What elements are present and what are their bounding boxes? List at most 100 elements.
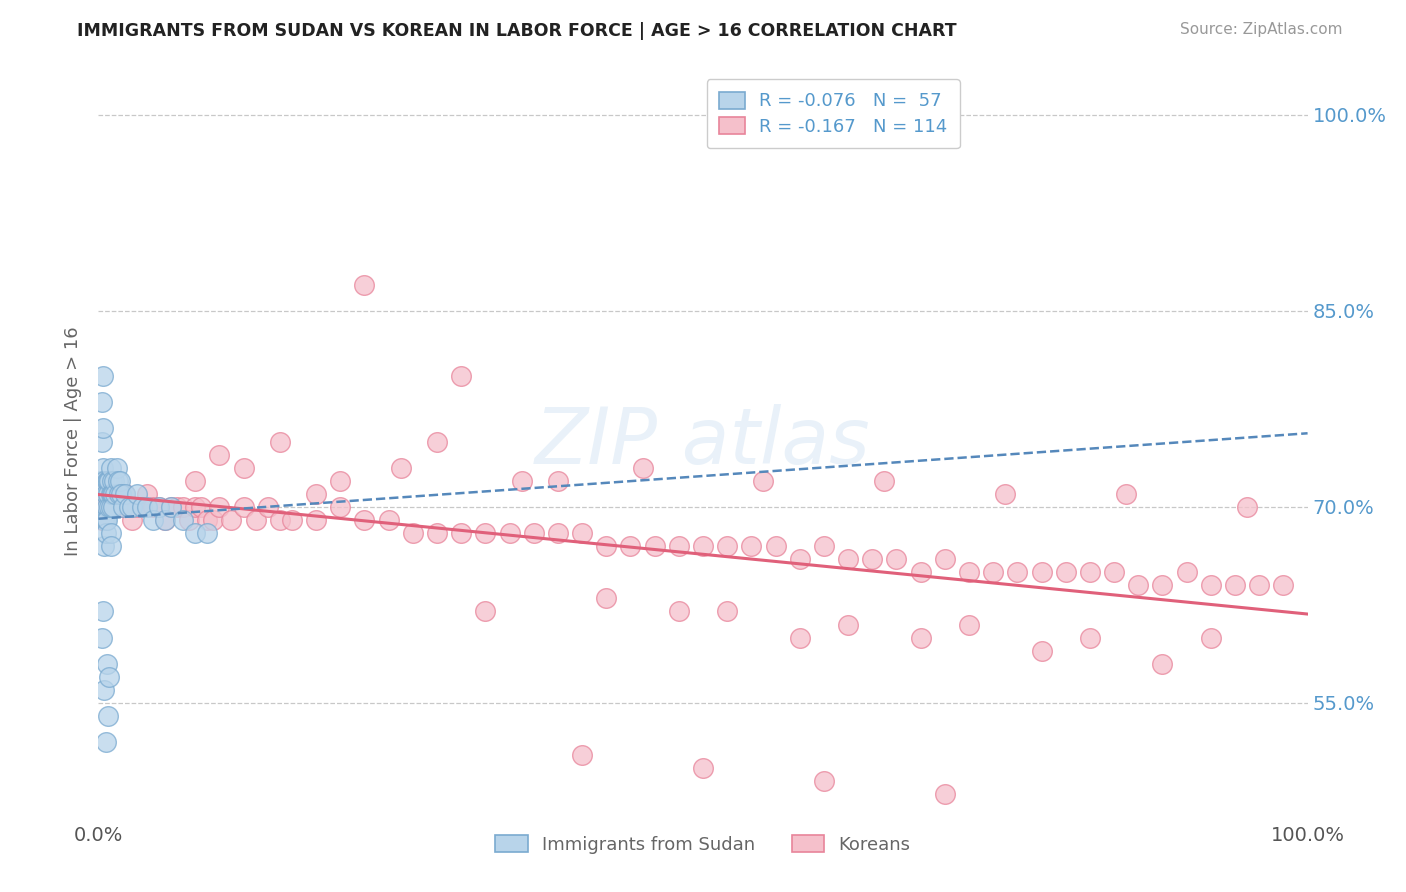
Point — [153, 513, 176, 527]
Point — [1236, 500, 1258, 514]
Point — [910, 566, 932, 580]
Point — [104, 487, 127, 501]
Point — [232, 460, 254, 475]
Point — [389, 460, 412, 475]
Point — [94, 513, 117, 527]
Point — [450, 526, 472, 541]
Point — [127, 500, 149, 514]
Point — [108, 487, 131, 501]
Point — [93, 474, 115, 488]
Point — [957, 566, 980, 580]
Point — [100, 539, 122, 553]
Point — [752, 474, 775, 488]
Point — [131, 500, 153, 514]
Point — [190, 500, 212, 514]
Point — [1223, 578, 1246, 592]
Point — [789, 631, 811, 645]
Point — [329, 500, 352, 514]
Point — [105, 460, 128, 475]
Point — [100, 460, 122, 475]
Point — [1128, 578, 1150, 592]
Point — [96, 474, 118, 488]
Point — [934, 788, 956, 802]
Point — [98, 500, 121, 514]
Point — [1007, 566, 1029, 580]
Point — [195, 513, 218, 527]
Point — [91, 421, 114, 435]
Point — [121, 500, 143, 514]
Point — [1152, 657, 1174, 671]
Point — [94, 487, 117, 501]
Point — [93, 513, 115, 527]
Point — [668, 605, 690, 619]
Point — [426, 526, 449, 541]
Point — [994, 487, 1017, 501]
Point — [91, 369, 114, 384]
Point — [1152, 578, 1174, 592]
Point — [111, 500, 134, 514]
Point — [94, 735, 117, 749]
Point — [208, 448, 231, 462]
Point — [101, 500, 124, 514]
Point — [353, 277, 375, 292]
Point — [100, 500, 122, 514]
Point — [202, 513, 225, 527]
Point — [1078, 631, 1101, 645]
Point — [232, 500, 254, 514]
Point — [957, 617, 980, 632]
Point — [179, 513, 201, 527]
Point — [91, 513, 114, 527]
Point — [153, 513, 176, 527]
Point — [619, 539, 641, 553]
Point — [101, 500, 124, 514]
Point — [910, 631, 932, 645]
Point — [96, 500, 118, 514]
Point — [100, 487, 122, 501]
Point — [97, 709, 120, 723]
Point — [1199, 578, 1222, 592]
Point — [96, 657, 118, 671]
Point — [91, 605, 114, 619]
Point — [91, 395, 114, 409]
Point — [97, 474, 120, 488]
Point — [1031, 566, 1053, 580]
Point — [269, 434, 291, 449]
Point — [160, 500, 183, 514]
Point — [107, 474, 129, 488]
Point — [96, 500, 118, 514]
Point — [595, 539, 617, 553]
Point — [91, 631, 114, 645]
Point — [135, 500, 157, 514]
Point — [668, 539, 690, 553]
Point — [716, 539, 738, 553]
Point — [765, 539, 787, 553]
Point — [510, 474, 533, 488]
Point — [631, 460, 654, 475]
Point — [547, 526, 569, 541]
Point — [1078, 566, 1101, 580]
Point — [142, 513, 165, 527]
Text: IMMIGRANTS FROM SUDAN VS KOREAN IN LABOR FORCE | AGE > 16 CORRELATION CHART: IMMIGRANTS FROM SUDAN VS KOREAN IN LABOR… — [77, 22, 957, 40]
Point — [108, 500, 131, 514]
Point — [353, 513, 375, 527]
Point — [93, 539, 115, 553]
Point — [172, 513, 194, 527]
Point — [195, 526, 218, 541]
Point — [142, 500, 165, 514]
Point — [269, 513, 291, 527]
Point — [1249, 578, 1271, 592]
Point — [184, 526, 207, 541]
Point — [91, 460, 114, 475]
Point — [1102, 566, 1125, 580]
Point — [692, 761, 714, 775]
Point — [245, 513, 267, 527]
Point — [1054, 566, 1077, 580]
Point — [981, 566, 1004, 580]
Point — [131, 500, 153, 514]
Point — [692, 539, 714, 553]
Point — [103, 474, 125, 488]
Point — [595, 591, 617, 606]
Point — [148, 500, 170, 514]
Point — [813, 774, 835, 789]
Point — [789, 552, 811, 566]
